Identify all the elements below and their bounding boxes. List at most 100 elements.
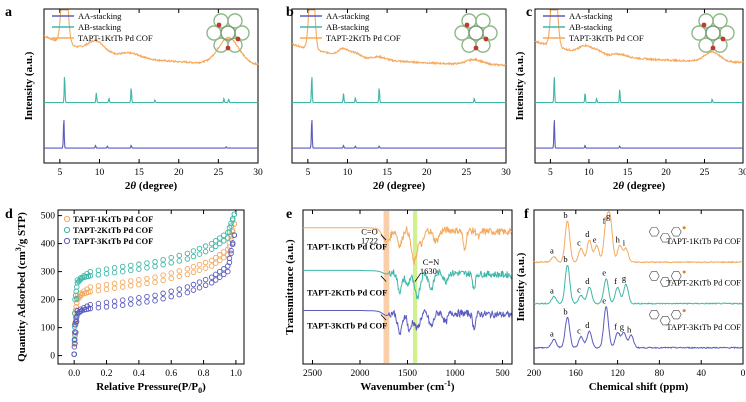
metal-site [225, 45, 231, 51]
x-axis-label: Wavenumber (cm-1) [360, 379, 455, 393]
x-axis-label: 2θ (degree) [373, 180, 426, 192]
isotherm-point [160, 290, 166, 297]
annotation-arrow [380, 234, 387, 241]
isotherm-point [95, 267, 102, 274]
legend-label: AB-stacking [326, 22, 370, 32]
isotherm-point [160, 261, 166, 268]
metal-site [216, 22, 222, 28]
isotherm-point [77, 277, 83, 284]
peak-letter: a [550, 286, 554, 296]
peak-letter: g [606, 211, 611, 221]
peak-letter: b [563, 254, 567, 264]
nmr-line [533, 264, 744, 305]
panel-letter-b: b [286, 5, 294, 20]
metal-site [710, 45, 716, 51]
isotherm-point [225, 235, 231, 241]
isotherm-point [176, 273, 183, 280]
x-tick-label: 10 [95, 168, 105, 178]
isotherm-point [216, 257, 223, 264]
annotation-arrow [414, 272, 422, 282]
isotherm-point [208, 280, 215, 286]
isotherm-point [73, 329, 79, 336]
isotherm-point [184, 266, 191, 272]
isotherm-point [128, 283, 134, 289]
peak-letter: h [627, 324, 632, 334]
isotherm-point [212, 260, 219, 266]
panel-letter-a: a [5, 5, 12, 20]
isotherm-point [111, 280, 118, 287]
panel-letter-e: e [286, 207, 292, 222]
molecule-structure [648, 270, 686, 287]
legend-label: AA-stacking [326, 11, 370, 21]
isotherm-point [202, 282, 209, 289]
isotherm-point [103, 299, 110, 306]
panel-d: d 0.0 0.2 0.4 0.6 0.8 1.0 0 100 200 300 400 500 Relat… [5, 207, 245, 395]
isotherm-point [160, 277, 166, 284]
panel-f: f 200 160 120 80 40 0 Chemical shift (ppm) Inten… [515, 207, 746, 393]
isotherm-point [160, 272, 166, 278]
highlight-band [383, 211, 390, 363]
x-tick-label: 0.8 [198, 369, 210, 379]
x-tick-label: 40 [696, 369, 706, 379]
panel-c: c 5 10 15 20 25 30 2θ (degree) Intensity (a.u.) A… [514, 5, 746, 192]
x-axis-label-suffix: (degree) [624, 180, 665, 192]
pore-ring [461, 37, 477, 53]
isotherm-point [208, 274, 215, 280]
peak-letter: d [585, 276, 590, 286]
x-tick-label: 20 [661, 168, 671, 178]
peak-letter: c [577, 326, 581, 336]
isotherm-point [196, 279, 203, 285]
legend-label: AA-stacking [569, 11, 613, 21]
panel-letter-d: d [5, 207, 13, 222]
structure-illustration [691, 13, 735, 53]
isotherm-point [196, 245, 203, 252]
x-tick-label: 200 [527, 369, 542, 379]
isotherm-point [190, 253, 197, 260]
isotherm-point [84, 303, 90, 309]
pore-ring [220, 25, 236, 41]
ring [670, 271, 682, 281]
y-tick-label: 200 [41, 296, 56, 306]
panel-c-frame [534, 8, 744, 164]
pore-ring [213, 37, 229, 53]
peak-letter: a [550, 246, 554, 256]
pore-ring [475, 13, 491, 29]
x-axis-label: 2θ (degree) [613, 180, 666, 192]
peak-letter: f [614, 276, 617, 286]
series-line-ab-stacking [44, 77, 258, 104]
x-tick-label: 5 [57, 168, 62, 178]
isotherm-point [87, 301, 94, 308]
y-axis-label-sup: 3 [14, 247, 23, 251]
isotherm-point [81, 304, 87, 311]
x-axis-label-prefix: 2 [373, 180, 379, 192]
y-axis-label: Quantity Adsorbed (cm3/g STP) [14, 212, 28, 362]
x-tick-label: 0.2 [101, 369, 113, 379]
isotherm-point [74, 284, 80, 290]
x-axis-label-theta: θ [130, 180, 136, 192]
legend-label: AB-stacking [78, 22, 122, 32]
isotherm-point [103, 281, 110, 288]
isotherm-point [152, 297, 158, 304]
metal-site [720, 36, 726, 42]
isotherm-point [176, 252, 183, 259]
y-tick-label: 300 [41, 268, 56, 278]
isotherm-point [216, 274, 223, 280]
isotherm-point [168, 293, 174, 300]
spectrum-line [303, 225, 513, 265]
isotherm-point [95, 283, 102, 289]
ring [659, 277, 671, 287]
x-tick-label: 25 [214, 168, 224, 178]
x-tick-label: 120 [610, 369, 625, 379]
isotherm-point [136, 300, 142, 306]
isotherm-point [136, 295, 142, 301]
isotherm-point [202, 259, 209, 266]
peak-letter: i [623, 237, 626, 247]
peak-letter: c [577, 284, 581, 294]
x-tick-label: 30 [501, 168, 511, 178]
metal-site [701, 22, 707, 28]
x-tick-label: 20 [174, 168, 184, 178]
isotherm-point [226, 240, 233, 246]
series-line-ab-stacking [535, 77, 743, 104]
isotherm-point [196, 267, 203, 273]
